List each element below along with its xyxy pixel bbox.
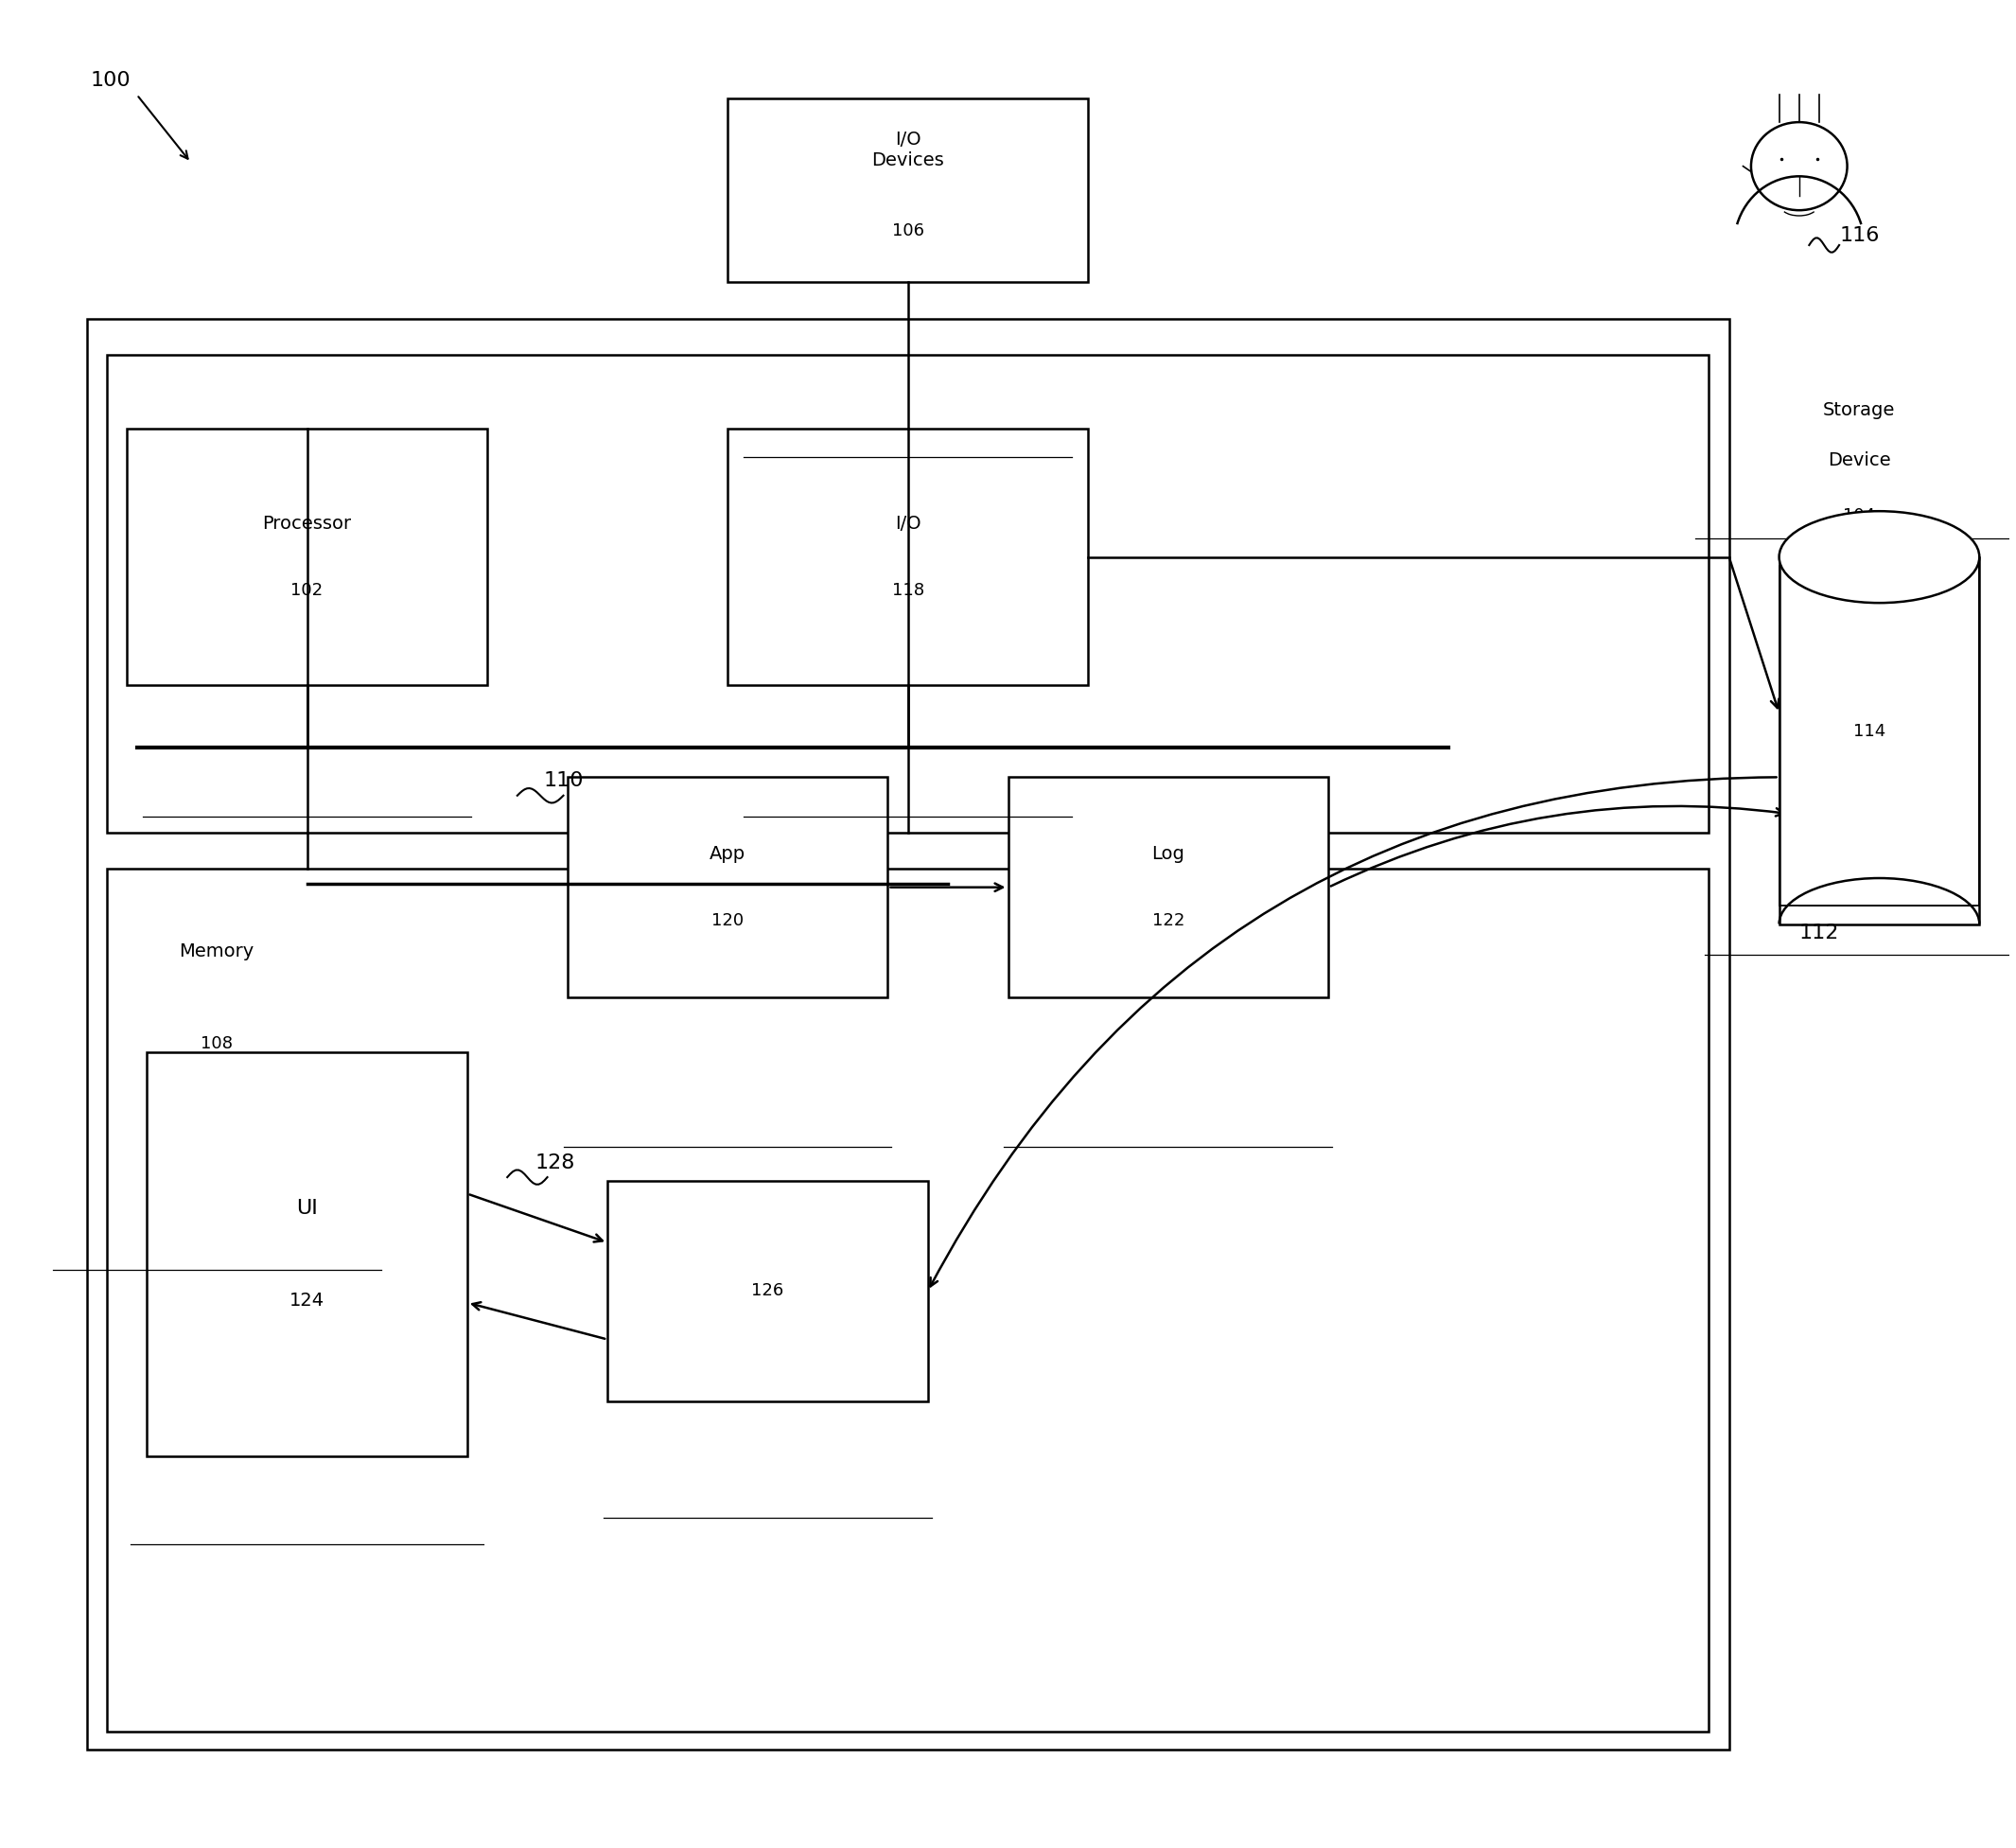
Text: 104: 104 [1843,506,1875,525]
Text: 114: 114 [1853,723,1885,739]
FancyBboxPatch shape [87,318,1730,1750]
Text: 112: 112 [1798,924,1839,942]
Text: 120: 120 [712,911,744,930]
FancyBboxPatch shape [1798,565,1976,906]
FancyBboxPatch shape [728,429,1089,686]
FancyBboxPatch shape [107,355,1710,832]
Text: I/O
Devices: I/O Devices [871,131,943,168]
FancyBboxPatch shape [607,1181,927,1401]
Text: I/O: I/O [895,516,921,532]
FancyBboxPatch shape [1778,565,1980,906]
FancyBboxPatch shape [147,1053,468,1456]
Text: Log: Log [1151,845,1185,863]
Text: 106: 106 [891,222,923,238]
FancyBboxPatch shape [107,869,1710,1732]
Text: 116: 116 [1839,227,1879,246]
Text: 100: 100 [91,70,131,91]
FancyBboxPatch shape [1008,778,1329,998]
FancyBboxPatch shape [1814,565,1972,906]
Text: 126: 126 [752,1283,784,1299]
Text: Device: Device [1829,451,1891,469]
Text: 124: 124 [290,1292,325,1308]
FancyBboxPatch shape [566,778,887,998]
Ellipse shape [1778,512,1980,602]
FancyBboxPatch shape [728,98,1089,281]
Text: 118: 118 [891,582,923,599]
Text: 122: 122 [1151,911,1185,930]
Text: UI: UI [296,1199,319,1218]
Text: 102: 102 [290,582,323,599]
Text: 128: 128 [536,1153,575,1172]
FancyBboxPatch shape [127,429,488,686]
Text: 110: 110 [544,771,583,791]
Text: Storage: Storage [1822,401,1895,419]
Text: 108: 108 [202,1035,234,1052]
Text: Memory: Memory [179,942,254,961]
Text: App: App [710,845,746,863]
Text: Processor: Processor [262,516,351,532]
